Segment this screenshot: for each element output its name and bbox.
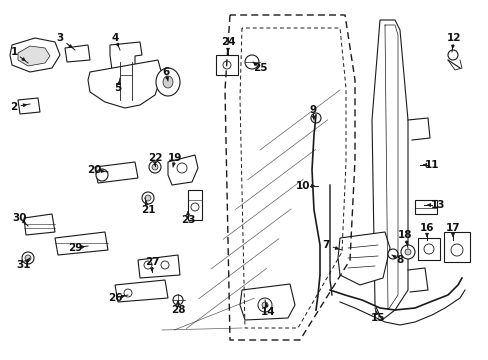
Circle shape [173,295,183,305]
Polygon shape [65,45,90,62]
Text: 14: 14 [260,307,275,317]
Text: 5: 5 [114,83,122,93]
Polygon shape [138,255,180,278]
Text: 12: 12 [446,33,460,43]
Polygon shape [240,284,294,320]
Text: 13: 13 [430,200,445,210]
Circle shape [152,164,158,170]
Text: 22: 22 [147,153,162,163]
Circle shape [143,261,152,269]
Text: 4: 4 [111,33,119,43]
Text: 9: 9 [309,105,316,115]
Circle shape [145,195,151,201]
Text: 29: 29 [68,243,82,253]
Text: 10: 10 [295,181,309,191]
Polygon shape [55,232,108,255]
Text: 7: 7 [322,240,329,250]
Circle shape [149,161,161,173]
Text: 16: 16 [419,223,433,233]
Text: 24: 24 [220,37,235,47]
Polygon shape [10,38,60,72]
Circle shape [387,249,397,259]
Polygon shape [168,155,198,185]
Circle shape [400,245,414,259]
Text: 18: 18 [397,230,411,240]
Polygon shape [337,232,389,285]
Polygon shape [417,238,439,260]
Text: 6: 6 [162,67,169,77]
Text: 8: 8 [396,255,403,265]
Polygon shape [443,232,469,262]
Circle shape [223,61,230,69]
Circle shape [423,244,433,254]
Text: 3: 3 [56,33,63,43]
Text: 1: 1 [10,47,18,57]
Polygon shape [156,68,180,96]
Circle shape [244,55,259,69]
Text: 11: 11 [424,160,438,170]
Circle shape [96,169,108,181]
Circle shape [262,302,267,308]
Circle shape [450,244,462,256]
Text: 2: 2 [10,102,18,112]
Circle shape [124,289,132,297]
Polygon shape [18,46,50,66]
Polygon shape [163,76,173,88]
Text: 25: 25 [252,63,267,73]
Polygon shape [18,98,40,114]
Text: 30: 30 [13,213,27,223]
Text: 15: 15 [370,313,385,323]
Circle shape [310,113,320,123]
Polygon shape [88,60,162,108]
Text: 20: 20 [86,165,101,175]
Circle shape [22,252,34,264]
Circle shape [142,192,154,204]
Text: 17: 17 [445,223,459,233]
Text: 21: 21 [141,205,155,215]
Circle shape [447,50,457,60]
Polygon shape [187,190,202,220]
Text: 31: 31 [17,260,31,270]
Polygon shape [24,214,55,235]
Text: 27: 27 [144,257,159,267]
Text: 26: 26 [107,293,122,303]
Circle shape [177,163,186,173]
Circle shape [191,203,199,211]
Text: 23: 23 [181,215,195,225]
Polygon shape [110,42,142,70]
Circle shape [161,261,169,269]
Polygon shape [216,55,238,75]
FancyBboxPatch shape [414,200,436,214]
Circle shape [258,298,271,312]
Circle shape [404,249,410,255]
Polygon shape [371,20,407,320]
Polygon shape [95,162,138,183]
Text: 28: 28 [170,305,185,315]
Circle shape [25,255,31,261]
Text: 19: 19 [167,153,182,163]
Polygon shape [115,280,168,302]
